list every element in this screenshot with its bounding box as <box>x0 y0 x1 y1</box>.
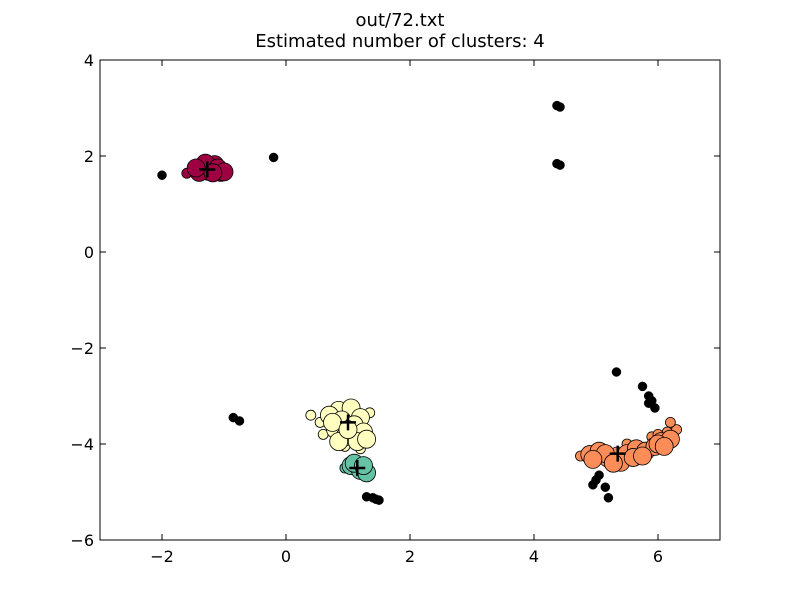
cluster-3-edge-point <box>665 416 676 428</box>
noise-point <box>637 381 648 392</box>
x-tick-label: 0 <box>281 547 291 566</box>
noise-point <box>157 170 167 180</box>
noise-point <box>555 102 565 112</box>
noise-point <box>555 160 565 170</box>
y-tick-label: 4 <box>84 51 94 70</box>
noise-point <box>268 152 279 163</box>
plot-marks <box>157 100 682 505</box>
cluster-1-center-marker <box>340 414 356 431</box>
noise-point <box>611 367 622 377</box>
x-tick-label: 6 <box>653 547 663 566</box>
y-tick-label: 0 <box>84 243 94 262</box>
noise-point <box>650 403 660 413</box>
y-tick-label: −2 <box>70 339 94 358</box>
cluster-3-core-point <box>654 436 674 456</box>
chart-subtitle: Estimated number of clusters: 4 <box>255 31 545 52</box>
chart-title-block: out/72.txt Estimated number of clusters:… <box>0 10 800 52</box>
noise-point <box>374 495 384 505</box>
cluster-1-core-point <box>357 429 377 449</box>
noise-point <box>234 416 245 426</box>
cluster-2-core-point <box>354 456 373 476</box>
y-tick-label: −4 <box>70 435 94 454</box>
cluster-3-center-marker <box>609 445 626 462</box>
x-tick-label: −2 <box>150 547 174 566</box>
cluster-1-edge-point <box>305 409 317 421</box>
cluster-0-center-marker <box>199 161 216 178</box>
axes: −2 0 2 4 6 −6 −4 −2 0 2 4 <box>70 51 720 566</box>
cluster-3-core-point <box>633 446 652 466</box>
cluster-3-core-point <box>583 449 603 469</box>
cluster-3-core-point <box>603 453 623 473</box>
noise-point <box>603 493 614 503</box>
noise-point <box>600 482 611 492</box>
y-tick-label: −6 <box>70 531 94 550</box>
chart-title: out/72.txt <box>355 10 445 31</box>
noise-point <box>588 480 598 490</box>
x-tick-label: 2 <box>405 547 415 566</box>
y-tick-label: 2 <box>84 147 94 166</box>
x-tick-label: 4 <box>529 547 539 566</box>
cluster-2-center-marker <box>349 460 366 476</box>
cluster-0-core-point <box>186 158 206 178</box>
